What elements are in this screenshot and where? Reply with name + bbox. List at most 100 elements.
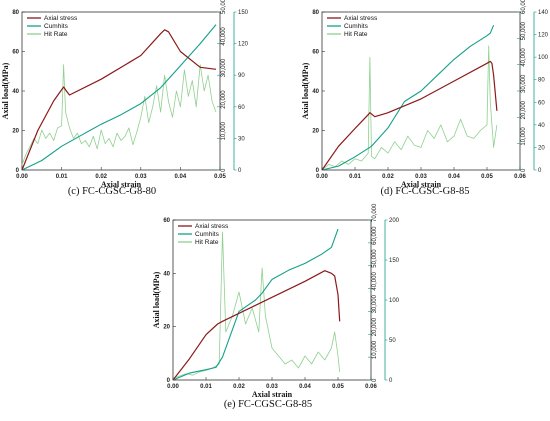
x-tick-label: 0.00	[167, 384, 179, 390]
x-tick-label: 0.02	[233, 384, 245, 390]
hitrate-tick-label: 120	[538, 33, 549, 39]
hitrate-tick-label: 0	[389, 378, 393, 384]
cumhits-tick-label: 60,000	[372, 226, 378, 245]
chart-panel-e: 0.00 0.01 0.02 0.03 0.04 0.05 0.06 0 20 40 60 0 10,0…	[152, 203, 400, 410]
hitrate-tick-label: 80	[538, 78, 545, 84]
legend-entry: Cumhits	[195, 231, 220, 238]
legend-entry: Hit Rate	[195, 239, 219, 246]
y-tick-label: 0	[16, 168, 20, 174]
cumhits-tick-label: 20,000	[372, 317, 378, 336]
hitrate-tick-label: 60	[538, 100, 545, 106]
y-tick-label: 0	[167, 378, 171, 384]
hitrate-tick-label: 140	[538, 10, 549, 16]
panel-caption: (e) FC-CGSC-G8-85	[224, 399, 312, 410]
x-tick-label: 0.03	[266, 384, 278, 390]
series-line-hit-rate	[21, 64, 217, 165]
cumhits-tick-label: 40,000	[221, 27, 227, 46]
x-tick-label: 0.06	[365, 384, 377, 390]
x-tick-label: 0.04	[448, 174, 460, 180]
x-tick-label: 0.01	[56, 174, 68, 180]
x-axis-label: Axial strain	[101, 180, 142, 189]
legend-entry: Cumhits	[344, 23, 369, 30]
y-tick-label: 60	[12, 50, 19, 56]
cumhits-tick-label: 70,000	[372, 203, 378, 222]
cumhits-tick-label: 50,000	[221, 0, 227, 14]
series-line-hit-rate	[172, 231, 341, 379]
cumhits-tick-label: 0	[521, 168, 527, 172]
legend-entry: Hit Rate	[344, 31, 368, 38]
cumhits-tick-label: 50,000	[521, 21, 527, 40]
y-tick-label: 40	[163, 271, 170, 277]
x-tick-label: 0.03	[415, 174, 427, 180]
y-axis-label: Axial load(MPa)	[152, 271, 161, 328]
cumhits-tick-label: 0	[221, 168, 227, 172]
hitrate-tick-label: 200	[389, 218, 400, 224]
x-tick-label: 0.05	[214, 174, 226, 180]
y-tick-label: 20	[312, 129, 319, 135]
legend-entry: Axial stress	[195, 223, 229, 230]
y-tick-label: 20	[163, 325, 170, 331]
legend-entry: Axial stress	[344, 15, 378, 22]
hitrate-tick-label: 100	[389, 298, 400, 304]
chart-panel-c: 0.00 0.01 0.02 0.03 0.04 0.05 0 20 40 60 80 0 10,000…	[1, 0, 249, 197]
legend-entry: Cumhits	[44, 23, 69, 30]
y-tick-label: 40	[312, 89, 319, 95]
y-tick-label: 40	[12, 89, 19, 95]
x-tick-label: 0.06	[514, 174, 526, 180]
legend-entry: Hit Rate	[44, 31, 68, 38]
x-tick-label: 0.02	[382, 174, 394, 180]
panel-caption: (c) FC-CGSC-G8-80	[68, 186, 156, 197]
x-tick-label: 0.05	[481, 174, 493, 180]
y-tick-label: 60	[312, 50, 319, 56]
hitrate-tick-label: 60	[238, 105, 245, 111]
x-tick-label: 0.05	[332, 384, 344, 390]
hitrate-tick-label: 50	[389, 338, 396, 344]
series-line-hit-rate	[321, 45, 498, 171]
hitrate-tick-label: 0	[538, 168, 542, 174]
series-line-cumhits	[172, 228, 339, 381]
y-tick-label: 80	[312, 10, 319, 16]
y-tick-label: 60	[163, 218, 170, 224]
y-axis-label: Axial load(MPa)	[1, 62, 10, 119]
series-line-axial-stress	[172, 270, 341, 381]
x-tick-label: 0.04	[175, 174, 187, 180]
x-tick-label: 0.04	[299, 384, 311, 390]
hitrate-tick-label: 150	[238, 10, 249, 16]
hitrate-tick-label: 30	[238, 136, 245, 142]
cumhits-tick-label: 50,000	[372, 249, 378, 268]
hitrate-tick-label: 40	[538, 123, 545, 129]
series-line-axial-stress	[321, 60, 498, 171]
y-tick-label: 0	[316, 168, 320, 174]
y-tick-label: 20	[12, 129, 19, 135]
hitrate-tick-label: 0	[238, 168, 242, 174]
series-line-cumhits	[21, 24, 217, 171]
series-line-cumhits	[321, 24, 495, 171]
x-tick-label: 0.00	[316, 174, 328, 180]
hitrate-tick-label: 20	[538, 145, 545, 151]
cumhits-tick-label: 40,000	[521, 48, 527, 67]
y-tick-label: 80	[12, 10, 19, 16]
cumhits-tick-label: 10,000	[372, 340, 378, 359]
x-tick-label: 0.00	[16, 174, 28, 180]
panel-caption: (d) FC-CGSC-G8-85	[381, 186, 470, 197]
hitrate-tick-label: 120	[238, 42, 249, 48]
y-axis-label: Axial load(MPa)	[301, 62, 310, 119]
cumhits-tick-label: 20,000	[221, 90, 227, 109]
cumhits-tick-label: 30,000	[521, 74, 527, 93]
cumhits-tick-label: 0	[372, 378, 378, 382]
cumhits-tick-label: 10,000	[221, 121, 227, 140]
x-axis-label: Axial strain	[401, 180, 442, 189]
x-tick-label: 0.01	[349, 174, 361, 180]
chart-panel-d: 0.00 0.01 0.02 0.03 0.04 0.05 0.06 0 20 40 60 80 0 10…	[301, 0, 549, 197]
cumhits-tick-label: 20,000	[521, 100, 527, 119]
cumhits-tick-label: 30,000	[372, 294, 378, 313]
hitrate-tick-label: 90	[238, 73, 245, 79]
hitrate-tick-label: 100	[538, 55, 549, 61]
x-tick-label: 0.02	[95, 174, 107, 180]
series-line-axial-stress	[21, 29, 217, 171]
x-tick-label: 0.01	[200, 384, 212, 390]
hitrate-tick-label: 150	[389, 258, 400, 264]
cumhits-tick-label: 60,000	[521, 0, 527, 14]
x-axis-label: Axial strain	[252, 390, 293, 399]
